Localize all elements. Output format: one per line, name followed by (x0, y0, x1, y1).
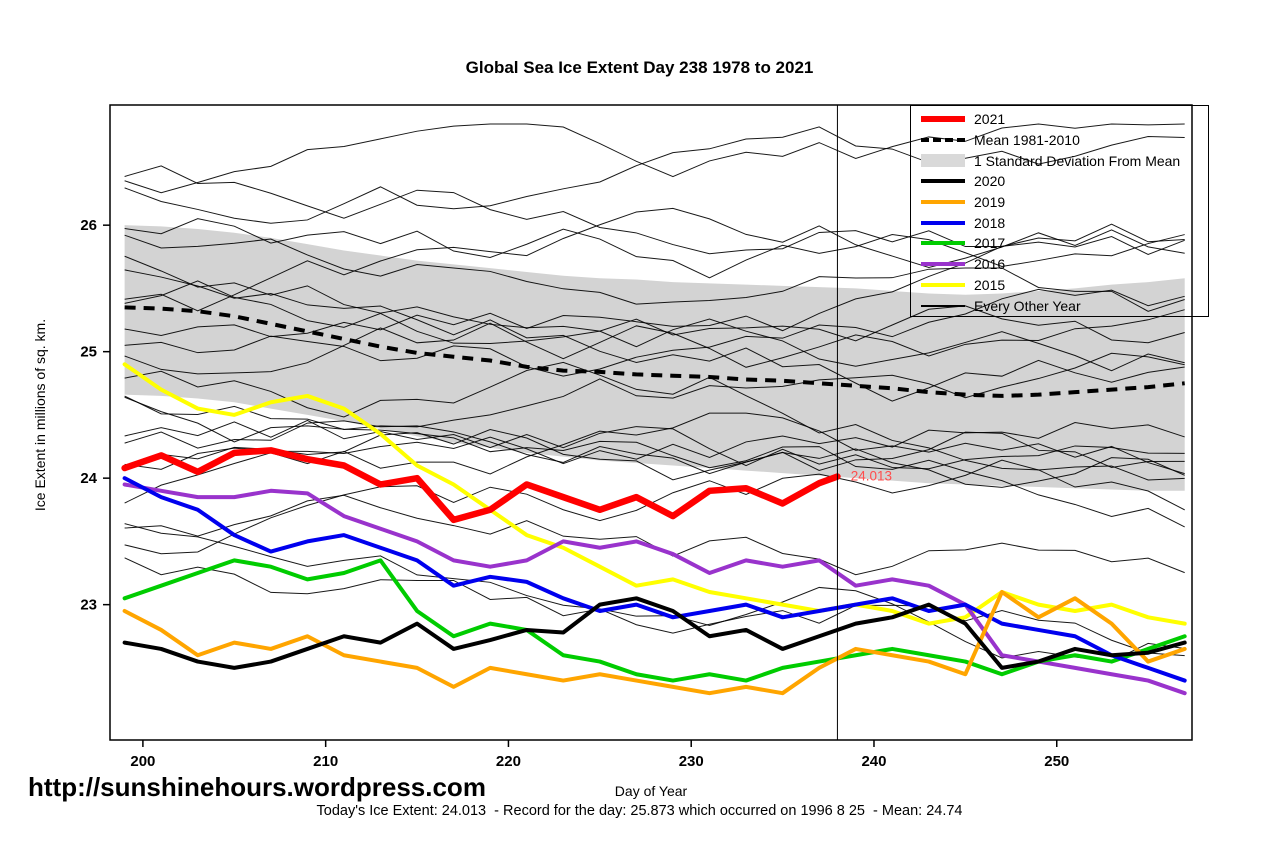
x-tick-label: 200 (130, 753, 155, 770)
current-value-label: 24.013 (851, 469, 892, 484)
legend-item-2016: 2016 (921, 254, 1208, 275)
every-other-year-line (124, 234, 1185, 312)
legend: 2021 Mean 1981-2010 1 Standard Deviation F… (910, 105, 1209, 317)
y-tick-label: 26 (80, 217, 97, 234)
series-line-2020 (122, 596, 1187, 670)
x-tick-label: 250 (1044, 753, 1069, 770)
every-other-year-line (124, 255, 1185, 372)
x-tick-label: 220 (496, 753, 521, 770)
legend-swatch-line (921, 200, 965, 205)
legend-label: 2018 (974, 214, 1006, 231)
y-tick-label: 23 (80, 597, 97, 614)
x-axis-label: Day of Year (614, 783, 688, 799)
legend-swatch-box (921, 154, 965, 168)
legend-label: 2016 (974, 256, 1006, 273)
every-other-year-line (124, 352, 1185, 430)
legend-item-2017: 2017 (921, 233, 1208, 254)
every-other-year-line (124, 165, 1185, 255)
series-line-2019 (122, 590, 1187, 696)
every-other-year-line (124, 309, 1185, 375)
legend-item-2018: 2018 (921, 212, 1208, 233)
legend-swatch-line (921, 220, 965, 225)
x-axis: 200 210 220 230 240 250 (130, 740, 1069, 770)
chart-title: Global Sea Ice Extent Day 238 1978 to 20… (465, 58, 814, 77)
series-line-2017 (122, 558, 1187, 683)
legend-label: 2021 (974, 111, 1006, 128)
every-other-year-line (124, 557, 1185, 657)
legend-label: 2015 (974, 276, 1006, 293)
every-other-year-line (124, 361, 1185, 511)
legend-swatch-line (921, 179, 965, 184)
x-tick-label: 230 (679, 753, 704, 770)
legend-item-1-standard-deviation-from-mean: 1 Standard Deviation From Mean (921, 150, 1208, 171)
legend-swatch-line (921, 262, 965, 267)
legend-label: 2019 (974, 194, 1006, 211)
legend-item-every-other-year: Every Other Year (921, 295, 1208, 316)
x-tick-label: 210 (313, 753, 338, 770)
legend-swatch-line (921, 241, 965, 246)
series-line-2021 (121, 447, 841, 524)
legend-label: Every Other Year (974, 297, 1081, 314)
legend-swatch-thick-line (921, 116, 965, 123)
legend-item-2015: 2015 (921, 275, 1208, 296)
legend-label: 1 Standard Deviation From Mean (974, 152, 1181, 169)
legend-label: Mean 1981-2010 (974, 132, 1080, 149)
y-axis: 23 24 25 26 (80, 217, 110, 614)
legend-swatch-thin-line (921, 304, 965, 307)
every-other-year-line (124, 396, 1185, 528)
every-other-year-lines (124, 123, 1185, 662)
series-line-2018 (122, 476, 1187, 683)
legend-swatch-dashed-line (921, 138, 965, 143)
every-other-year-line (124, 419, 1185, 470)
legend-label: 2017 (974, 235, 1006, 252)
every-other-year-line (124, 218, 1185, 279)
y-tick-label: 25 (80, 344, 97, 361)
every-other-year-line (124, 422, 1185, 470)
legend-label: 2020 (974, 173, 1006, 190)
legend-swatch-line (921, 282, 965, 287)
plot-border (109, 104, 1193, 741)
every-other-year-line (124, 123, 1185, 194)
legend-item-2019: 2019 (921, 192, 1208, 213)
every-other-year-line (124, 236, 1185, 338)
every-other-year-line (124, 269, 1185, 402)
stats-line: Today's Ice Extent: 24.013 - Record for … (316, 803, 963, 819)
every-other-year-line (124, 412, 1185, 504)
every-other-year-line (124, 280, 1185, 344)
legend-item-mean-1981-2010: Mean 1981-2010 (921, 130, 1208, 151)
y-tick-label: 24 (80, 470, 97, 487)
legend-item-2020: 2020 (921, 171, 1208, 192)
legend-item-2021: 2021 (921, 109, 1208, 130)
every-other-year-line (124, 288, 1185, 377)
mean-line (124, 305, 1185, 398)
site-url: http://sunshinehours.wordpress.com (28, 772, 486, 802)
std-dev-band (124, 225, 1185, 491)
every-other-year-line (124, 459, 1185, 555)
series-line-2016 (122, 482, 1187, 696)
every-other-year-line (124, 428, 1185, 488)
x-tick-label: 240 (861, 753, 886, 770)
every-other-year-line (124, 126, 1185, 224)
